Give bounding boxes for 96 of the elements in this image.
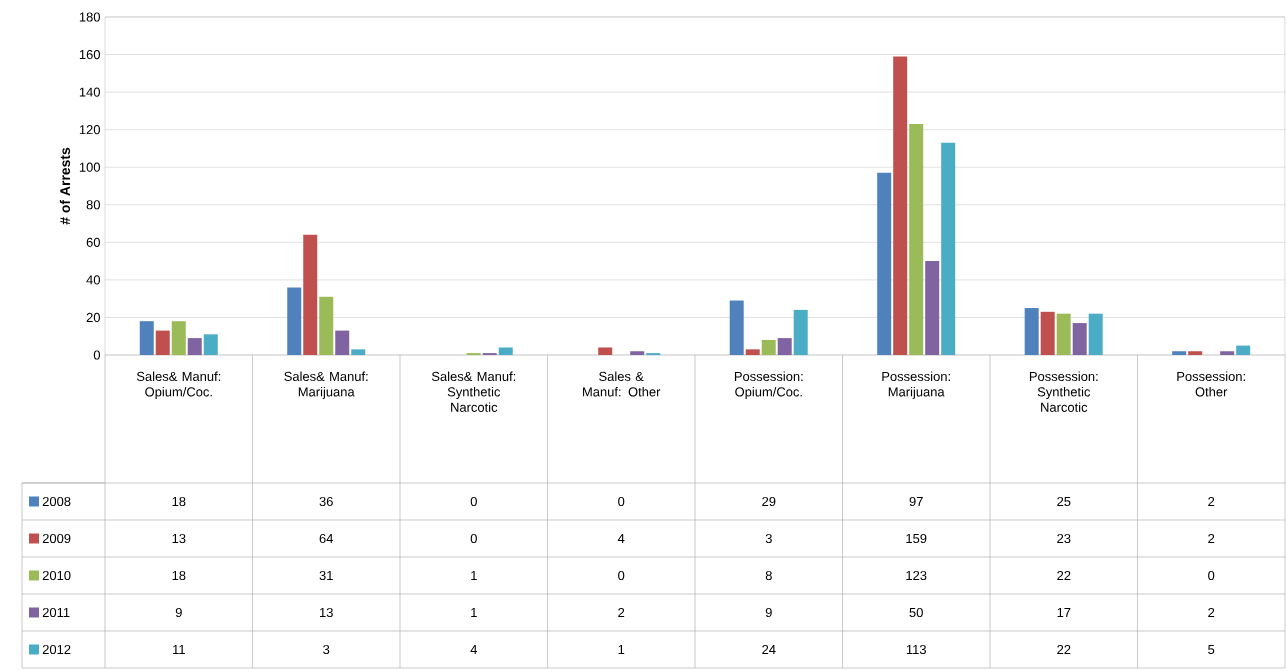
y-tick-label: 60 [86,237,100,247]
data-label: 23 [1057,533,1071,544]
data-label: 29 [762,496,776,507]
data-label: 0 [1208,570,1215,581]
x-tick-label: Possession: Synthetic Narcotic [1029,371,1098,412]
y-tick-label: 120 [79,125,100,135]
bar [598,347,613,355]
x-tick-label: Sales & Manuf: Other [583,371,661,397]
data-label: 3 [765,533,772,544]
bar [303,234,318,355]
bar [777,338,792,355]
x-tick-label: Sales& Manuf: Marijuana [284,371,368,400]
data-label: 36 [319,496,333,507]
data-label: 113 [906,644,926,655]
x-tick-label: Sales& Manuf: Opium/Coc. [136,371,221,400]
bar [187,338,202,355]
bar [335,330,350,355]
legend-label: 2009 [42,533,71,544]
bar [1040,311,1055,355]
data-label: 97 [909,496,923,507]
data-label: 2 [1208,607,1215,618]
data-label: 18 [172,496,186,507]
legend-label: 2011 [42,607,70,618]
data-label: 0 [470,533,477,544]
data-label: 11 [173,645,185,654]
data-label: 4 [617,534,625,543]
y-tick-label: 20 [86,312,100,323]
bar [745,349,760,355]
data-label: 2 [1208,533,1215,544]
data-label: 22 [1057,644,1071,655]
data-label: 0 [618,570,625,581]
data-label: 2 [1208,496,1215,507]
bar [909,124,924,355]
bar [729,300,744,355]
data-label: 24 [762,644,776,655]
data-label: 4 [470,645,478,654]
bar [1072,323,1087,355]
data-label: 3 [323,644,330,655]
y-tick-label: 100 [79,162,100,172]
bar [1056,313,1071,355]
x-tick-label: Possession: Opium/Coc. [734,371,803,400]
data-label: 17 [1057,608,1071,617]
x-tick-label: Sales& Manuf: Synthetic Narcotic [431,371,516,412]
bar [203,334,218,355]
bar [1188,351,1203,355]
x-tick-label: Possession: Other [1177,371,1245,397]
bar [171,321,186,355]
data-label: 9 [765,607,772,618]
data-label: 1 [471,608,477,617]
legend-label: 2010 [42,570,71,581]
legend-label: 2012 [42,644,71,655]
data-label: 1 [471,571,477,580]
data-label: 8 [765,570,772,581]
bar [319,296,334,355]
data-label: 5 [1208,644,1215,655]
bar [1172,351,1187,355]
data-label: 25 [1057,496,1071,507]
y-tick-label: 140 [79,87,100,97]
y-tick-label: 40 [86,275,100,285]
data-label: 123 [906,570,927,581]
bar [1024,308,1039,355]
data-label: 0 [470,496,477,507]
bar [1220,351,1235,355]
legend-label: 2008 [42,496,71,507]
bar [139,321,154,355]
y-tick-label: 80 [86,200,100,210]
bar [793,309,808,355]
y-axis-title: # of Arrests [59,147,71,225]
bar [351,349,366,355]
bar [877,172,892,355]
data-label: 13 [172,533,186,544]
data-label: 31 [319,570,333,581]
data-label: 0 [618,496,625,507]
bar [155,330,170,355]
bar [925,261,940,355]
data-label: 159 [906,533,927,544]
data-label: 22 [1057,570,1071,581]
bar [761,339,776,355]
data-label: 50 [909,607,923,618]
bar [630,351,645,355]
bar [941,142,956,355]
y-tick-label: 160 [79,49,100,60]
data-label: 13 [319,607,333,618]
y-tick-label: 180 [79,12,100,22]
bar [893,56,908,355]
data-label: 18 [172,570,186,581]
data-label: 9 [175,607,182,618]
data-label: 1 [618,645,625,654]
bar [287,287,302,355]
bar [1088,313,1103,355]
bar [498,347,513,355]
x-tick-label: Possession: Marijuana [882,371,950,400]
data-label: 64 [319,533,334,544]
data-label: 2 [618,607,625,618]
y-tick-label: 0 [93,350,100,360]
bar [1236,345,1251,355]
